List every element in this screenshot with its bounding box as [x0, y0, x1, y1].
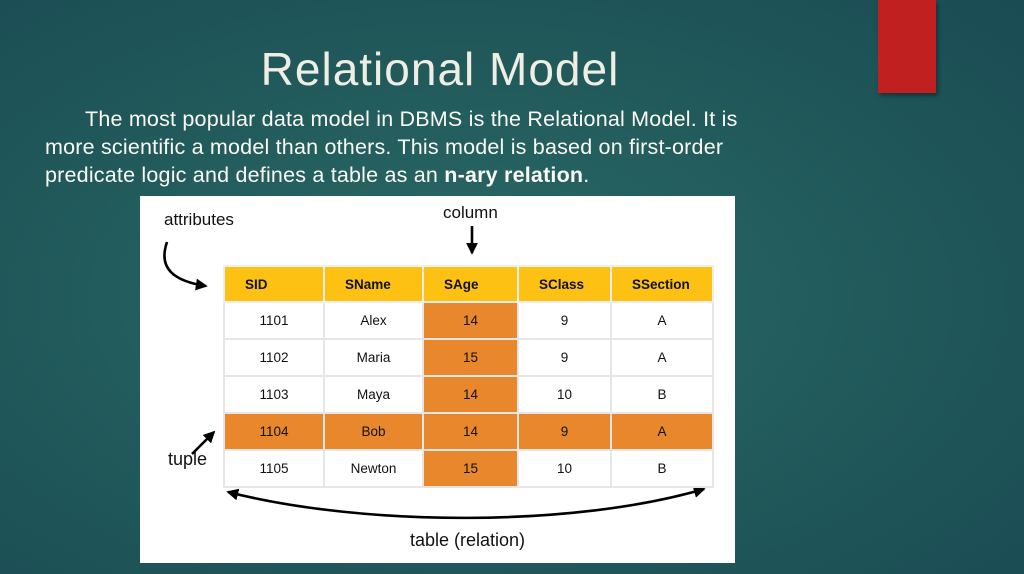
table-row: 1104 Bob 14 9 A — [223, 412, 714, 451]
attributes-label: attributes — [164, 210, 234, 229]
column-header: SName — [323, 265, 424, 303]
table-cell: A — [610, 412, 714, 451]
column-header: SClass — [517, 265, 612, 303]
table-cell: 10 — [517, 375, 612, 414]
table-cell: 14 — [422, 301, 519, 340]
column-label: column — [443, 203, 498, 222]
table-cell: 9 — [517, 301, 612, 340]
table-cell: 1103 — [223, 375, 325, 414]
table-cell: B — [610, 375, 714, 414]
header-row: SID SName SAge SClass SSection — [223, 265, 714, 303]
table-cell: A — [610, 338, 714, 377]
table-cell: Maya — [323, 375, 424, 414]
tuple-arrow — [191, 430, 216, 455]
paragraph-line-3-bold: n-ary relation — [444, 163, 584, 187]
table-cell: 15 — [422, 338, 519, 377]
table-cell: 9 — [517, 338, 612, 377]
table-cell: 15 — [422, 449, 519, 488]
accent-red-block — [878, 0, 936, 93]
column-header: SSection — [610, 265, 714, 303]
relation-table: SID SName SAge SClass SSection 1101 Alex… — [223, 265, 714, 488]
table-span-arrow — [226, 486, 706, 520]
paragraph-line-1: The most popular data model in DBMS is t… — [85, 107, 738, 131]
table-cell: 1101 — [223, 301, 325, 340]
paragraph-line-2: more scientific a model than others. Thi… — [45, 135, 724, 159]
body-paragraph: The most popular data model in DBMS is t… — [45, 105, 738, 189]
table-cell: 1104 — [223, 412, 325, 451]
table-cell: 14 — [422, 412, 519, 451]
paragraph-line-3: predicate logic and defines a table as a… — [45, 161, 738, 189]
table-cell: Newton — [323, 449, 424, 488]
table-cell: 1105 — [223, 449, 325, 488]
attributes-arrow — [163, 241, 208, 291]
table-row: 1102 Maria 15 9 A — [223, 338, 714, 377]
paragraph-line-3-text: predicate logic and defines a table as a… — [45, 163, 445, 187]
table-cell: Bob — [323, 412, 424, 451]
table-cell: Maria — [323, 338, 424, 377]
column-header: SAge — [422, 265, 519, 303]
table-row: 1103 Maya 14 10 B — [223, 375, 714, 414]
table-cell: Alex — [323, 301, 424, 340]
table-row: 1105 Newton 15 10 B — [223, 449, 714, 488]
diagram-panel: attributes column tuple table (relation)… — [140, 196, 735, 563]
table-cell: 1102 — [223, 338, 325, 377]
table-cell: A — [610, 301, 714, 340]
page-title: Relational Model — [260, 43, 620, 95]
table-cell: 10 — [517, 449, 612, 488]
table-cell: B — [610, 449, 714, 488]
annotation-arrows — [163, 226, 706, 520]
table-relation-label: table (relation) — [409, 530, 526, 550]
table-cell: 9 — [517, 412, 612, 451]
paragraph-line-3-period: . — [583, 163, 590, 187]
tuple-label: tuple — [168, 449, 208, 469]
table-cell: 14 — [422, 375, 519, 414]
table-row: 1101 Alex 14 9 A — [223, 301, 714, 340]
column-header: SID — [223, 265, 325, 303]
